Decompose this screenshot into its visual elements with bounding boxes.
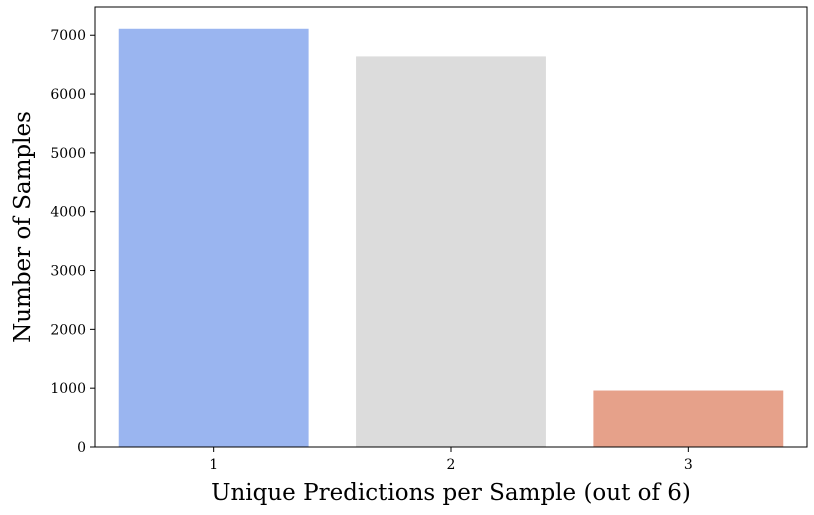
bar-1 (118, 28, 309, 447)
y-tick-label: 4000 (50, 205, 86, 221)
x-tick-label: 1 (209, 457, 218, 473)
y-tick-label: 6000 (50, 87, 86, 103)
y-tick-label: 1000 (50, 381, 86, 397)
y-tick-label: 7000 (50, 28, 86, 44)
bar-3 (593, 390, 784, 447)
bar-2 (356, 56, 546, 447)
x-tick-label: 2 (447, 457, 456, 473)
y-axis-ticks: 0 1000 2000 3000 4000 5000 6000 7000 (50, 28, 95, 456)
y-axis-label: Number of Samples (10, 111, 36, 343)
x-axis-label: Unique Predictions per Sample (out of 6) (211, 480, 691, 506)
y-tick-label: 5000 (50, 146, 86, 162)
x-tick-label: 3 (684, 457, 693, 473)
y-tick-label: 0 (77, 440, 86, 456)
x-axis-ticks: 1 2 3 (209, 447, 693, 473)
plot-frame (94, 6, 808, 448)
y-tick-label: 3000 (50, 264, 86, 280)
y-tick-label: 2000 (50, 322, 86, 338)
bars-group (118, 28, 784, 447)
